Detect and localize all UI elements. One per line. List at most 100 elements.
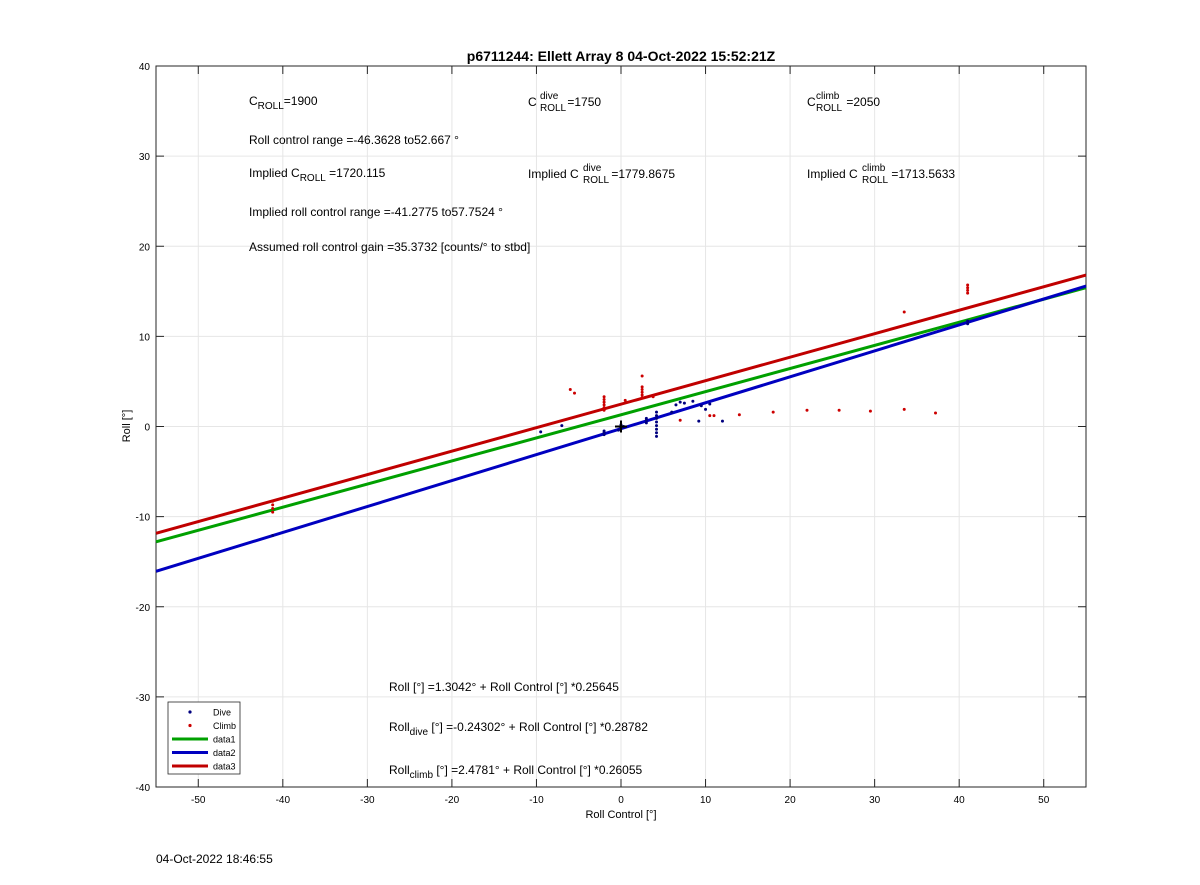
x-tick-label: -20 bbox=[445, 795, 460, 806]
point-dive bbox=[678, 400, 682, 404]
point-dive bbox=[670, 410, 674, 414]
point-climb bbox=[573, 391, 576, 395]
legend-label-dive: Dive bbox=[213, 708, 231, 718]
data-points bbox=[271, 283, 970, 538]
point-dive bbox=[655, 410, 659, 414]
point-climb bbox=[271, 499, 275, 503]
annotation-gain: Assumed roll control gain =35.3732 [coun… bbox=[249, 240, 530, 254]
point-climb bbox=[805, 408, 809, 412]
y-tick-label: 10 bbox=[139, 332, 151, 343]
equation-all: Roll [°] =1.3042° + Roll Control [°] *0.… bbox=[389, 680, 619, 694]
point-dive bbox=[655, 420, 659, 424]
x-tick-label: 30 bbox=[869, 795, 881, 806]
point-climb bbox=[771, 410, 775, 414]
y-tick-label: -30 bbox=[136, 693, 151, 704]
point-climb bbox=[602, 400, 606, 404]
point-climb bbox=[712, 414, 716, 418]
point-climb bbox=[966, 283, 970, 287]
x-tick-label: 40 bbox=[954, 795, 966, 806]
annotation-implied-roll-range: Implied roll control range =-41.2775 to5… bbox=[249, 205, 503, 219]
point-dive bbox=[644, 421, 648, 425]
point-climb bbox=[602, 403, 606, 407]
point-climb bbox=[568, 388, 572, 392]
point-dive bbox=[655, 424, 659, 428]
annotation-c-roll: CROLL=1900 bbox=[249, 94, 318, 112]
point-dive bbox=[699, 404, 703, 408]
point-climb bbox=[868, 409, 872, 413]
y-tick-label: 0 bbox=[144, 423, 150, 434]
y-tick-label: 30 bbox=[139, 152, 151, 163]
point-dive bbox=[560, 424, 564, 428]
fit-line-data1 bbox=[155, 286, 1087, 544]
legend-swatch-climb bbox=[188, 723, 192, 728]
y-tick-label: -20 bbox=[136, 603, 151, 614]
point-climb bbox=[602, 406, 606, 410]
point-dive bbox=[720, 419, 724, 423]
x-tick-label: -40 bbox=[276, 795, 291, 806]
point-climb bbox=[271, 510, 275, 514]
point-climb bbox=[902, 407, 906, 411]
point-dive bbox=[655, 416, 659, 420]
markers bbox=[615, 420, 627, 433]
legend-label-climb: Climb bbox=[213, 721, 236, 731]
point-dive bbox=[966, 322, 970, 326]
point-dive bbox=[616, 428, 620, 432]
legend-swatch-dive bbox=[188, 710, 192, 714]
point-climb bbox=[602, 408, 606, 412]
fit-line-data3 bbox=[155, 273, 1087, 535]
print-timestamp: 04-Oct-2022 18:46:55 bbox=[156, 852, 273, 866]
point-dive bbox=[682, 401, 686, 405]
point-climb bbox=[623, 398, 627, 402]
annotation-c-roll-climb: Cclimb ROLL =2050 bbox=[807, 91, 880, 114]
y-tick-label: 20 bbox=[139, 242, 151, 253]
point-climb bbox=[651, 395, 655, 399]
x-tick-label: -10 bbox=[529, 795, 544, 806]
point-dive bbox=[539, 430, 543, 434]
x-axis-label: Roll Control [°] bbox=[585, 809, 656, 821]
x-tick-label: 20 bbox=[785, 795, 797, 806]
point-climb bbox=[602, 397, 606, 401]
point-dive bbox=[691, 399, 695, 403]
point-dive bbox=[697, 419, 701, 423]
annotation-roll-control-range: Roll control range =-46.3628 to52.667 ° bbox=[249, 133, 459, 147]
point-climb bbox=[640, 393, 644, 397]
annotation-implied-c-roll: Implied CROLL =1720.115 bbox=[249, 166, 386, 184]
y-tick-label: 40 bbox=[139, 62, 151, 73]
x-tick-label: 10 bbox=[700, 795, 712, 806]
point-climb bbox=[640, 390, 644, 394]
legend-label-data1: data1 bbox=[213, 735, 236, 745]
point-climb bbox=[708, 414, 712, 418]
x-tick-label: 50 bbox=[1038, 795, 1050, 806]
point-climb bbox=[640, 396, 644, 400]
point-climb bbox=[902, 310, 906, 314]
point-climb bbox=[271, 507, 275, 511]
point-dive bbox=[655, 414, 659, 418]
point-dive bbox=[655, 431, 659, 435]
point-climb bbox=[640, 374, 644, 378]
y-tick-label: -10 bbox=[136, 513, 151, 524]
x-tick-label: 0 bbox=[618, 795, 624, 806]
point-dive bbox=[644, 416, 648, 420]
x-tick-label: -50 bbox=[191, 795, 206, 806]
legend-label-data3: data3 bbox=[213, 762, 236, 772]
point-climb bbox=[678, 418, 682, 422]
point-dive bbox=[708, 402, 712, 406]
point-climb bbox=[966, 286, 970, 290]
x-tick-label: -30 bbox=[360, 795, 375, 806]
y-tick-label: -40 bbox=[136, 783, 151, 794]
point-dive bbox=[602, 429, 606, 433]
point-climb bbox=[602, 395, 606, 399]
equation-dive: Rolldive [°] =-0.24302° + Roll Control [… bbox=[389, 720, 648, 738]
point-climb bbox=[966, 288, 970, 292]
ticks: -50 -40 -30 -20 -10 0 10 20 30 40 50 -40 -30 -20 -10 0 1… bbox=[136, 62, 1086, 806]
point-dive bbox=[655, 427, 659, 431]
point-climb bbox=[934, 411, 938, 415]
point-climb bbox=[966, 291, 970, 295]
point-climb bbox=[737, 413, 741, 417]
y-axis-label: Roll [°] bbox=[121, 410, 133, 443]
chart-title: p6711244: Ellett Array 8 04-Oct-2022 15:… bbox=[467, 48, 776, 64]
